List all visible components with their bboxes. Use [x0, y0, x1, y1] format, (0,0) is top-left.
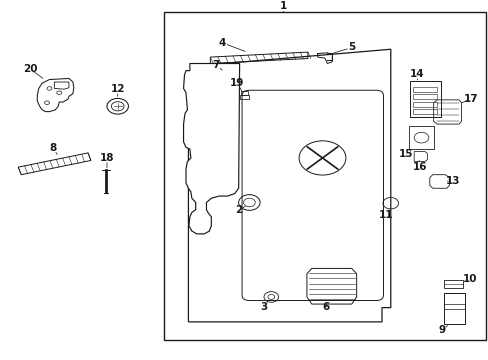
Text: 13: 13 [445, 176, 460, 186]
Text: 10: 10 [462, 274, 476, 284]
Text: 4: 4 [219, 38, 226, 48]
Text: 6: 6 [322, 302, 329, 311]
Text: 18: 18 [100, 153, 114, 163]
Text: 17: 17 [463, 94, 478, 104]
Text: 2: 2 [235, 205, 242, 215]
Text: 8: 8 [50, 143, 57, 153]
Text: 15: 15 [398, 149, 413, 159]
Text: 5: 5 [347, 42, 355, 53]
Bar [163, 12, 485, 340]
Text: 16: 16 [412, 162, 427, 172]
Text: 20: 20 [22, 64, 37, 74]
Text: 12: 12 [110, 84, 125, 94]
Text: 1: 1 [279, 1, 286, 12]
Text: 3: 3 [260, 302, 267, 311]
Text: 9: 9 [438, 325, 445, 335]
Polygon shape [183, 63, 239, 234]
Text: 7: 7 [212, 60, 220, 70]
Text: 11: 11 [378, 210, 392, 220]
Text: 19: 19 [229, 78, 244, 88]
Text: 14: 14 [409, 69, 424, 79]
